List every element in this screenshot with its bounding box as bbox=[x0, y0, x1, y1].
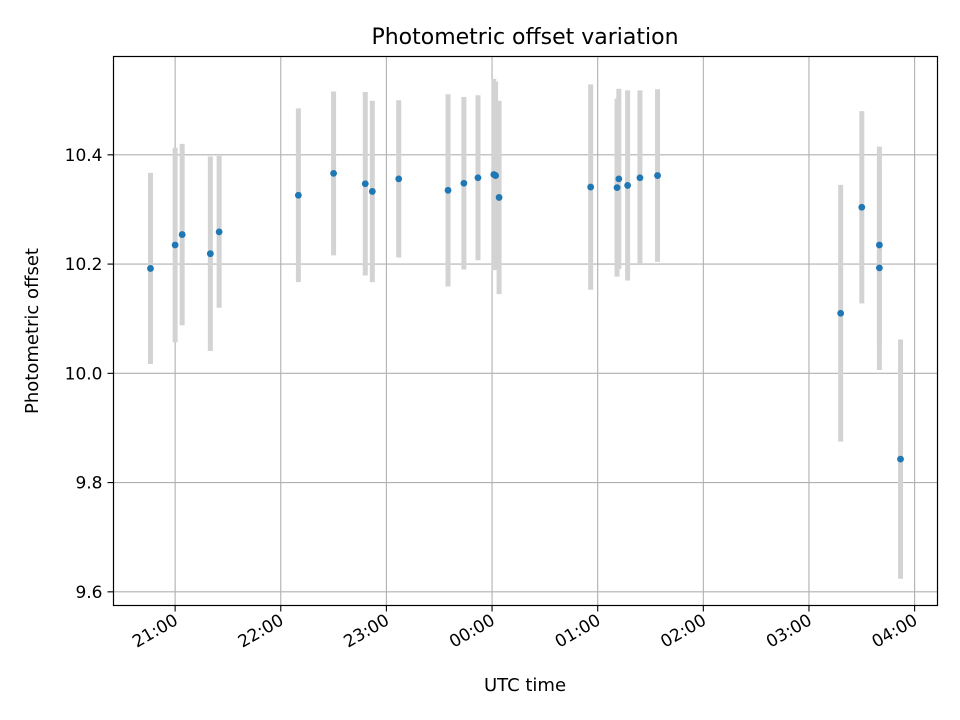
data-point bbox=[858, 203, 866, 211]
data-point bbox=[474, 174, 482, 182]
data-point bbox=[147, 265, 154, 272]
data-point bbox=[837, 309, 845, 317]
chart-title: Photometric offset variation bbox=[371, 25, 678, 50]
y-tick-label: 10.2 bbox=[65, 255, 103, 275]
data-point bbox=[395, 175, 403, 183]
data-point bbox=[460, 179, 468, 187]
data-point bbox=[636, 174, 644, 182]
data-point bbox=[215, 228, 223, 236]
y-axis: 9.6 9.8 10.0 10.2 10.4 bbox=[65, 146, 114, 603]
y-tick-label: 9.6 bbox=[75, 583, 102, 603]
data-point bbox=[875, 264, 883, 272]
data-point bbox=[875, 241, 883, 249]
plot-frame bbox=[112, 55, 939, 607]
y-tick-label: 9.8 bbox=[75, 474, 102, 494]
data-point bbox=[654, 172, 661, 179]
data-point bbox=[368, 188, 376, 195]
grid bbox=[113, 56, 938, 606]
data-point bbox=[171, 241, 179, 249]
y-tick-label: 10.4 bbox=[65, 146, 103, 166]
data-point bbox=[294, 191, 302, 199]
data-point bbox=[615, 175, 623, 183]
data-point bbox=[495, 194, 503, 201]
data-points bbox=[147, 170, 904, 463]
data-point bbox=[444, 186, 452, 194]
data-point bbox=[330, 170, 337, 177]
data-point bbox=[587, 183, 595, 191]
y-axis-label: Photometric offset bbox=[22, 248, 43, 414]
y-tick-label: 10.0 bbox=[65, 364, 103, 384]
data-point bbox=[624, 182, 632, 189]
data-point bbox=[897, 455, 904, 463]
data-point bbox=[361, 180, 369, 188]
data-point bbox=[613, 184, 621, 192]
data-point bbox=[492, 172, 499, 179]
x-axis-label: UTC time bbox=[484, 675, 566, 696]
data-point bbox=[178, 231, 186, 238]
data-point bbox=[206, 250, 214, 258]
